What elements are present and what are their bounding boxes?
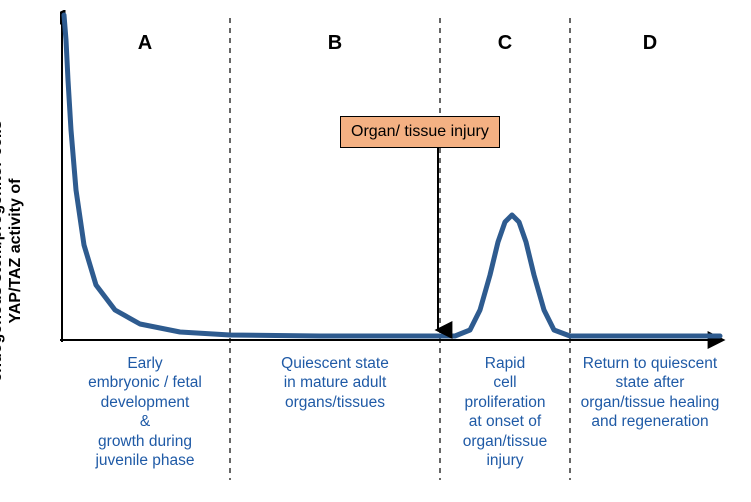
injury-label: Organ/ tissue injury [351, 123, 489, 140]
caption-b: Quiescent statein mature adultorgans/tis… [230, 354, 440, 412]
region-label-a: A [60, 32, 230, 55]
plot-area: A B C D Organ/ tissue injury Earlyembryo… [60, 10, 730, 490]
injury-callout: Organ/ tissue injury [340, 116, 500, 148]
region-label-c: C [440, 32, 570, 55]
caption-d: Return to quiescentstate afterorgan/tiss… [570, 354, 730, 432]
caption-c: Rapidcellproliferationat onset oforgan/t… [440, 354, 570, 470]
chart-container: endogenous stem/progenitor cells YAP/TAZ… [0, 0, 751, 502]
region-label-d: D [570, 32, 730, 55]
activity-curve [64, 15, 720, 336]
caption-a: Earlyembryonic / fetaldevelopment&growth… [60, 354, 230, 470]
y-axis-label: endogenous stem/progenitor cells YAP/TAZ… [0, 51, 25, 451]
y-axis-label-line1: YAP/TAZ activity of [7, 179, 24, 324]
y-axis-label-line2: endogenous stem/progenitor cells [0, 120, 5, 381]
region-label-b: B [230, 32, 440, 55]
